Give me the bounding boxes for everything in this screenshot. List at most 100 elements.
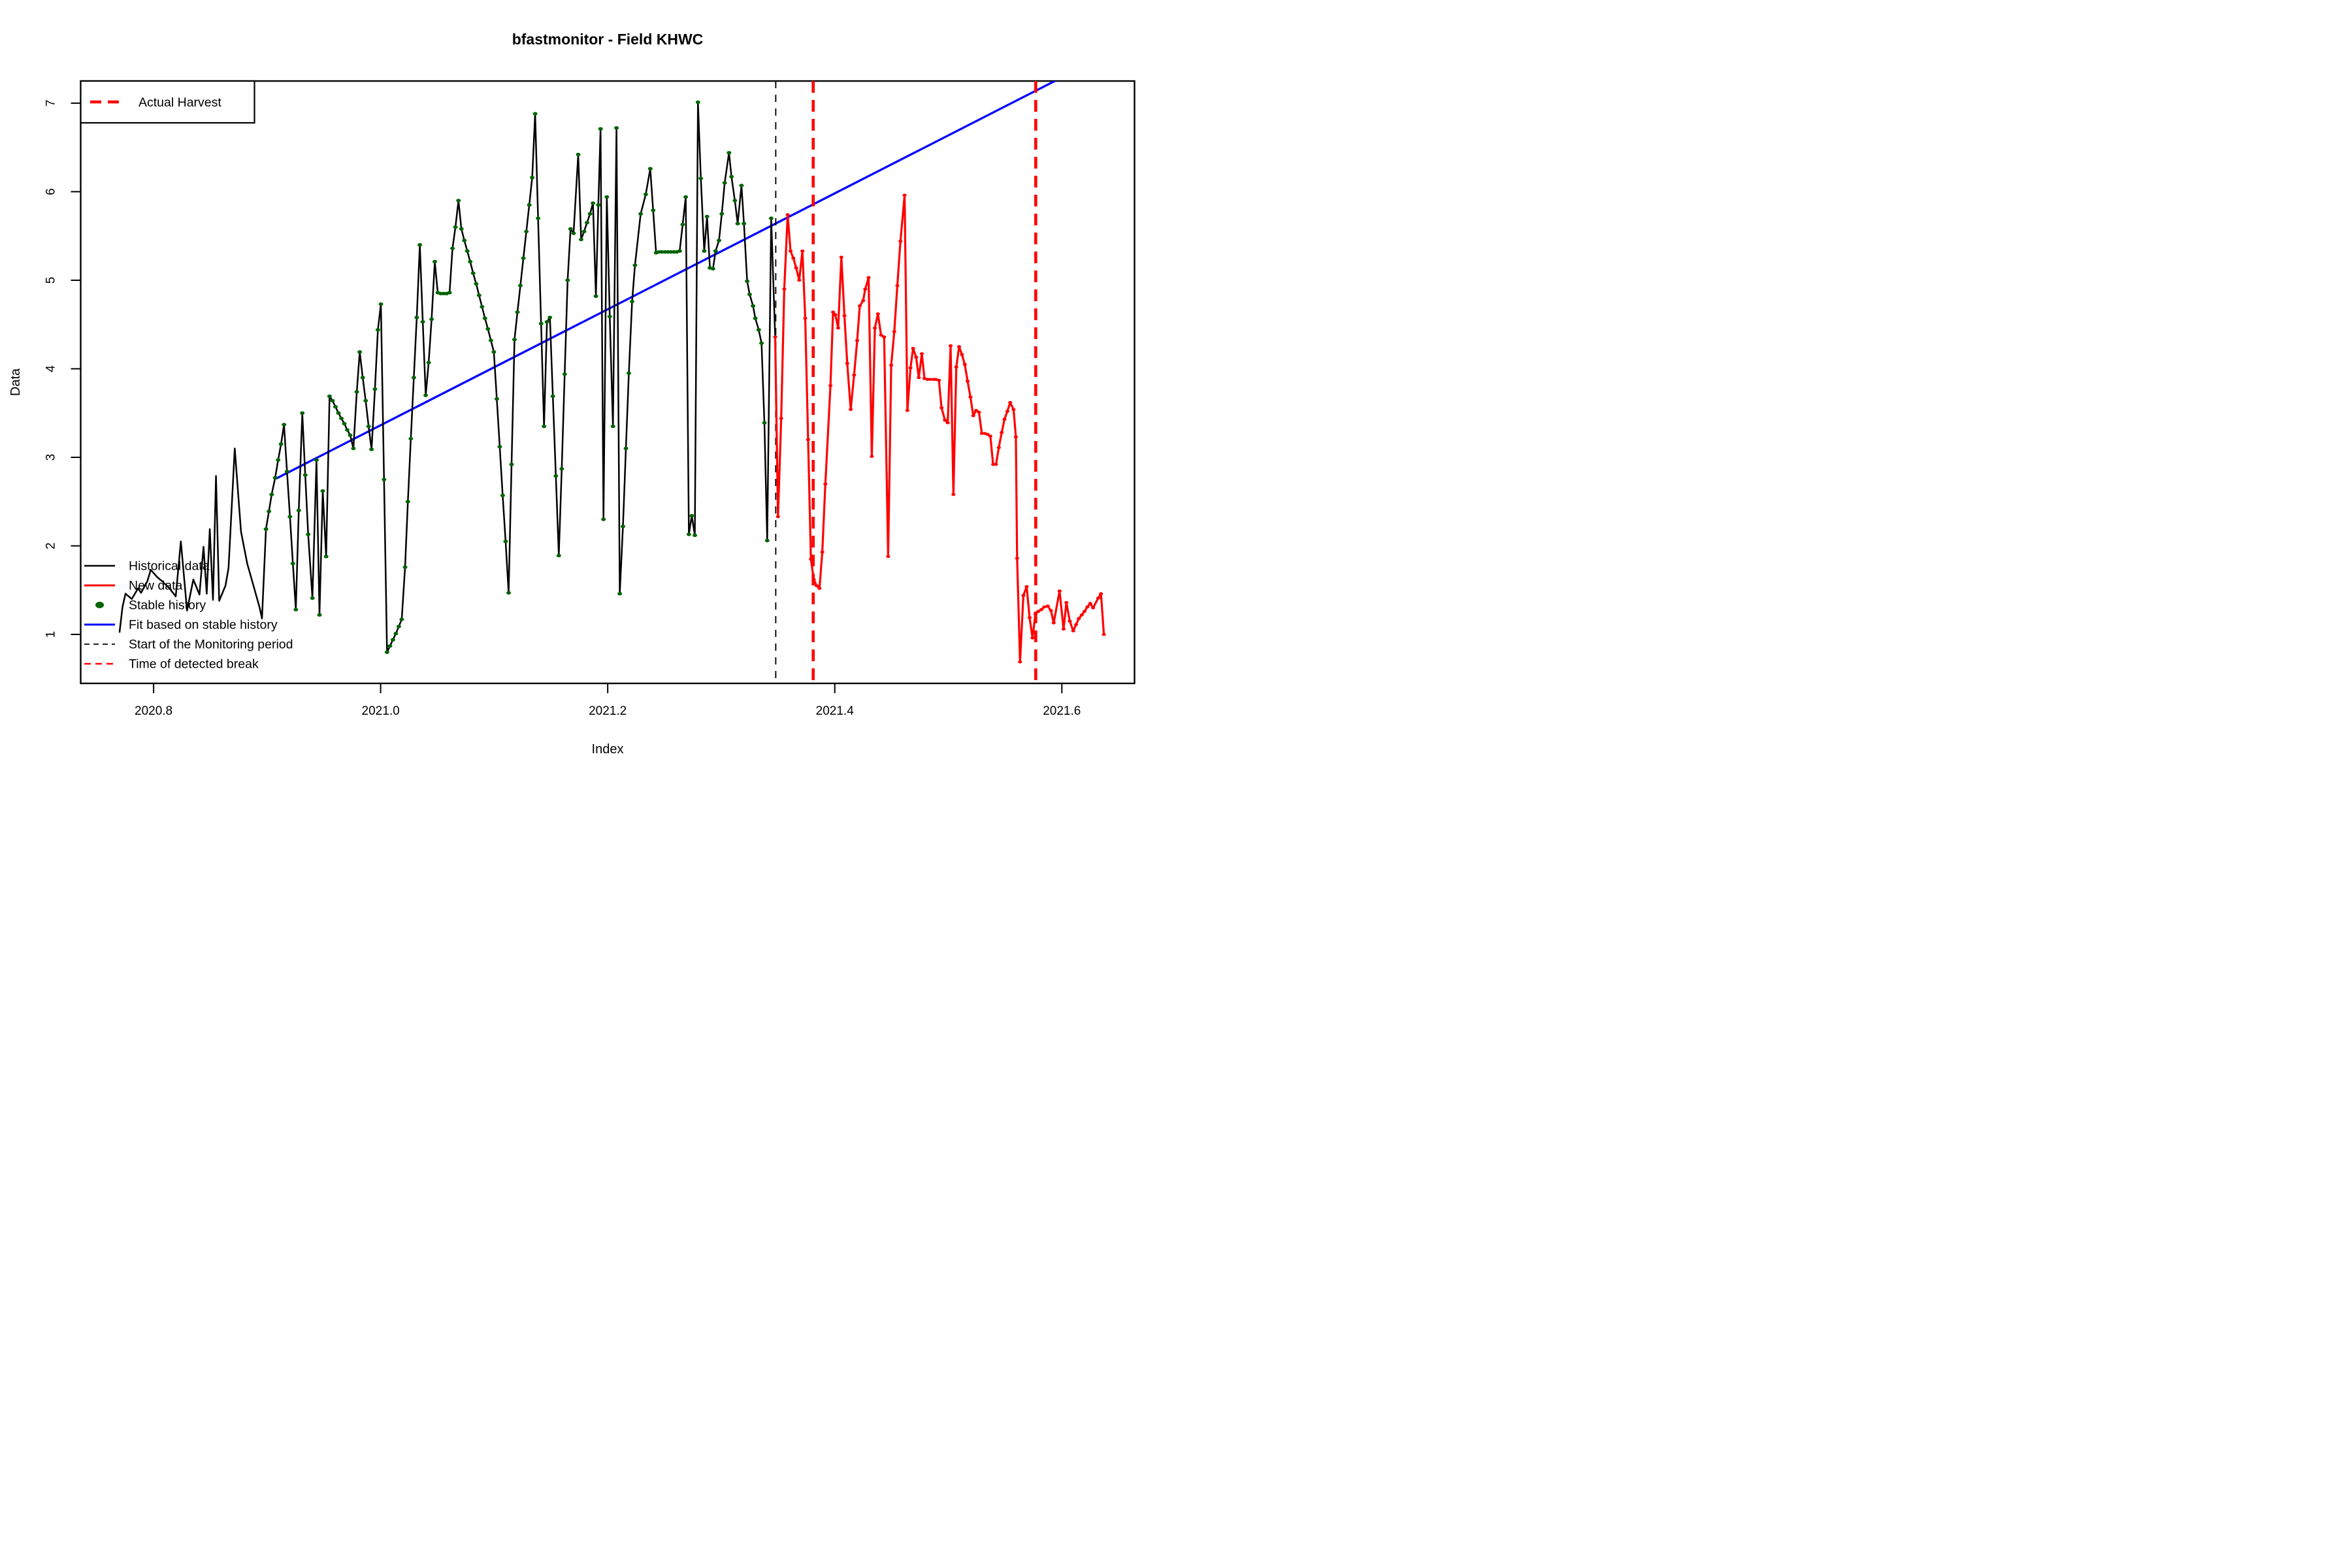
new-data-point [889, 363, 894, 367]
new-data-point [794, 266, 798, 270]
stable-history-point [509, 463, 514, 466]
new-data-point [1057, 589, 1062, 593]
bfastmonitor-chart: bfastmonitor - Field KHWC 2020.8 2021.0 20… [0, 0, 1176, 784]
new-data-point [954, 365, 958, 369]
stable-history-point [330, 399, 335, 402]
stable-history-point [591, 201, 596, 205]
new-data-point [886, 555, 890, 559]
stable-history-point [411, 376, 416, 380]
stable-history-point [651, 208, 656, 212]
stable-history-point [408, 436, 414, 441]
new-data-point [956, 345, 962, 348]
stable-history-point [384, 650, 389, 654]
new-data-point [917, 376, 921, 380]
stable-history-point [739, 184, 744, 188]
stable-history-point [722, 181, 727, 185]
x-tick-label: 2021.4 [816, 704, 855, 718]
stable-history-point [456, 199, 461, 203]
stable-history-point [357, 350, 363, 354]
stable-history-point [643, 192, 648, 197]
stable-history-point [515, 310, 520, 314]
new-data-point [828, 384, 833, 387]
new-data-point [1096, 596, 1100, 600]
stable-history-point [276, 458, 281, 462]
stable-history-point [272, 476, 278, 480]
new-data-point [898, 240, 903, 243]
stable-history-point [351, 446, 356, 451]
new-data-point [895, 284, 900, 287]
stable-history-point [621, 525, 625, 529]
y-tick-label: 2 [44, 542, 58, 549]
new-data-point [1000, 431, 1004, 434]
x-tick-label: 2021.0 [362, 704, 400, 718]
stable-history-point [693, 533, 697, 537]
new-data-point [776, 515, 780, 519]
stable-history-point [604, 195, 610, 199]
y-tick-label: 6 [44, 188, 58, 195]
stable-history-point [607, 314, 612, 319]
new-data-point [1042, 605, 1047, 609]
new-data-point [839, 255, 843, 259]
new-data-point [1008, 400, 1013, 404]
new-data-point [842, 314, 847, 318]
stable-history-point [366, 424, 371, 429]
stable-history-point [339, 416, 344, 421]
legend-item-detected-break: Time of detected break [129, 657, 259, 672]
stable-history-point [426, 361, 431, 365]
stable-history-point [360, 376, 365, 380]
new-data-point [785, 213, 790, 216]
stable-history-point [480, 304, 485, 309]
stable-history-point [284, 470, 289, 474]
stable-history-point [556, 553, 561, 558]
stable-history-point [512, 338, 517, 342]
new-data-point [823, 482, 828, 485]
x-axis-label: Index [592, 742, 624, 757]
stable-history-point [278, 442, 284, 446]
new-data-point [879, 333, 883, 337]
stable-history-point [402, 565, 408, 569]
new-data-point [873, 326, 877, 330]
new-data-point [1077, 617, 1081, 620]
stable-history-point [710, 267, 715, 270]
stable-history-point [503, 540, 508, 544]
stable-history-point [593, 294, 598, 298]
stable-history-point [369, 448, 374, 451]
stable-history-point [494, 397, 499, 401]
stable-history-point [378, 302, 384, 306]
new-data-point [919, 352, 924, 355]
stable-history-point [579, 237, 583, 242]
new-data-point [971, 414, 975, 417]
new-data-point [1018, 660, 1022, 664]
stable-history-point [497, 445, 502, 449]
new-data-point [1073, 623, 1079, 627]
stable-history-point [680, 222, 685, 227]
stable-history-point [429, 317, 434, 321]
stable-history-point [414, 316, 419, 319]
stable-history-point [290, 561, 295, 566]
stable-history-point [263, 527, 269, 531]
stable-history-point [462, 238, 467, 242]
new-data-point [1051, 621, 1056, 625]
new-data-point [852, 373, 857, 377]
stable-history-point [282, 423, 287, 427]
stable-history-point [345, 428, 350, 432]
y-tick-label: 3 [44, 454, 58, 461]
stable-history-point [393, 632, 399, 636]
stable-history-point [506, 591, 511, 595]
x-tick-label: 2021.6 [1043, 704, 1081, 718]
stable-history-point [293, 608, 299, 612]
chart-title: bfastmonitor - Field KHWC [512, 31, 704, 48]
new-data-point [831, 310, 836, 314]
stable-history-point [387, 644, 393, 648]
new-data-point [943, 418, 947, 422]
stable-history-point [465, 249, 470, 253]
stable-history-point [764, 538, 770, 543]
stable-history-point [587, 212, 593, 216]
stable-history-point [698, 176, 704, 180]
stable-history-point [405, 500, 410, 504]
plot-canvas: bfastmonitor - Field KHWC 2020.8 2021.0 20… [8, 31, 1135, 757]
new-data-point [965, 380, 970, 383]
legend-item-stable-history: Stable history [129, 598, 206, 613]
stable-history-point [704, 214, 710, 219]
new-data-point [1005, 410, 1009, 413]
